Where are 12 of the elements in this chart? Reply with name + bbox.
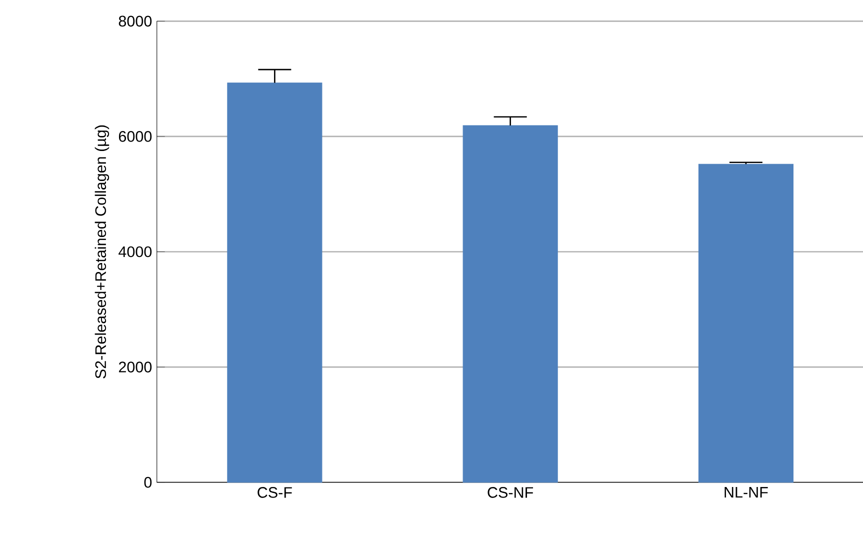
x-tick-label: CS-NF (488, 486, 534, 498)
bar (462, 125, 558, 483)
bar (698, 164, 794, 483)
y-tick-label: 6000 (118, 130, 152, 142)
y-tick-label: 8000 (118, 16, 152, 27)
y-tick-label: 2000 (118, 362, 152, 372)
x-tick-label: CS-F (258, 486, 292, 498)
y-axis-title: S2-Released+Retained Collagen (µg) (94, 125, 110, 378)
x-tick-label: NL-NF (724, 486, 768, 498)
bar (227, 82, 322, 483)
y-tick-label: 0 (144, 476, 152, 488)
y-tick-label: 4000 (118, 246, 152, 258)
